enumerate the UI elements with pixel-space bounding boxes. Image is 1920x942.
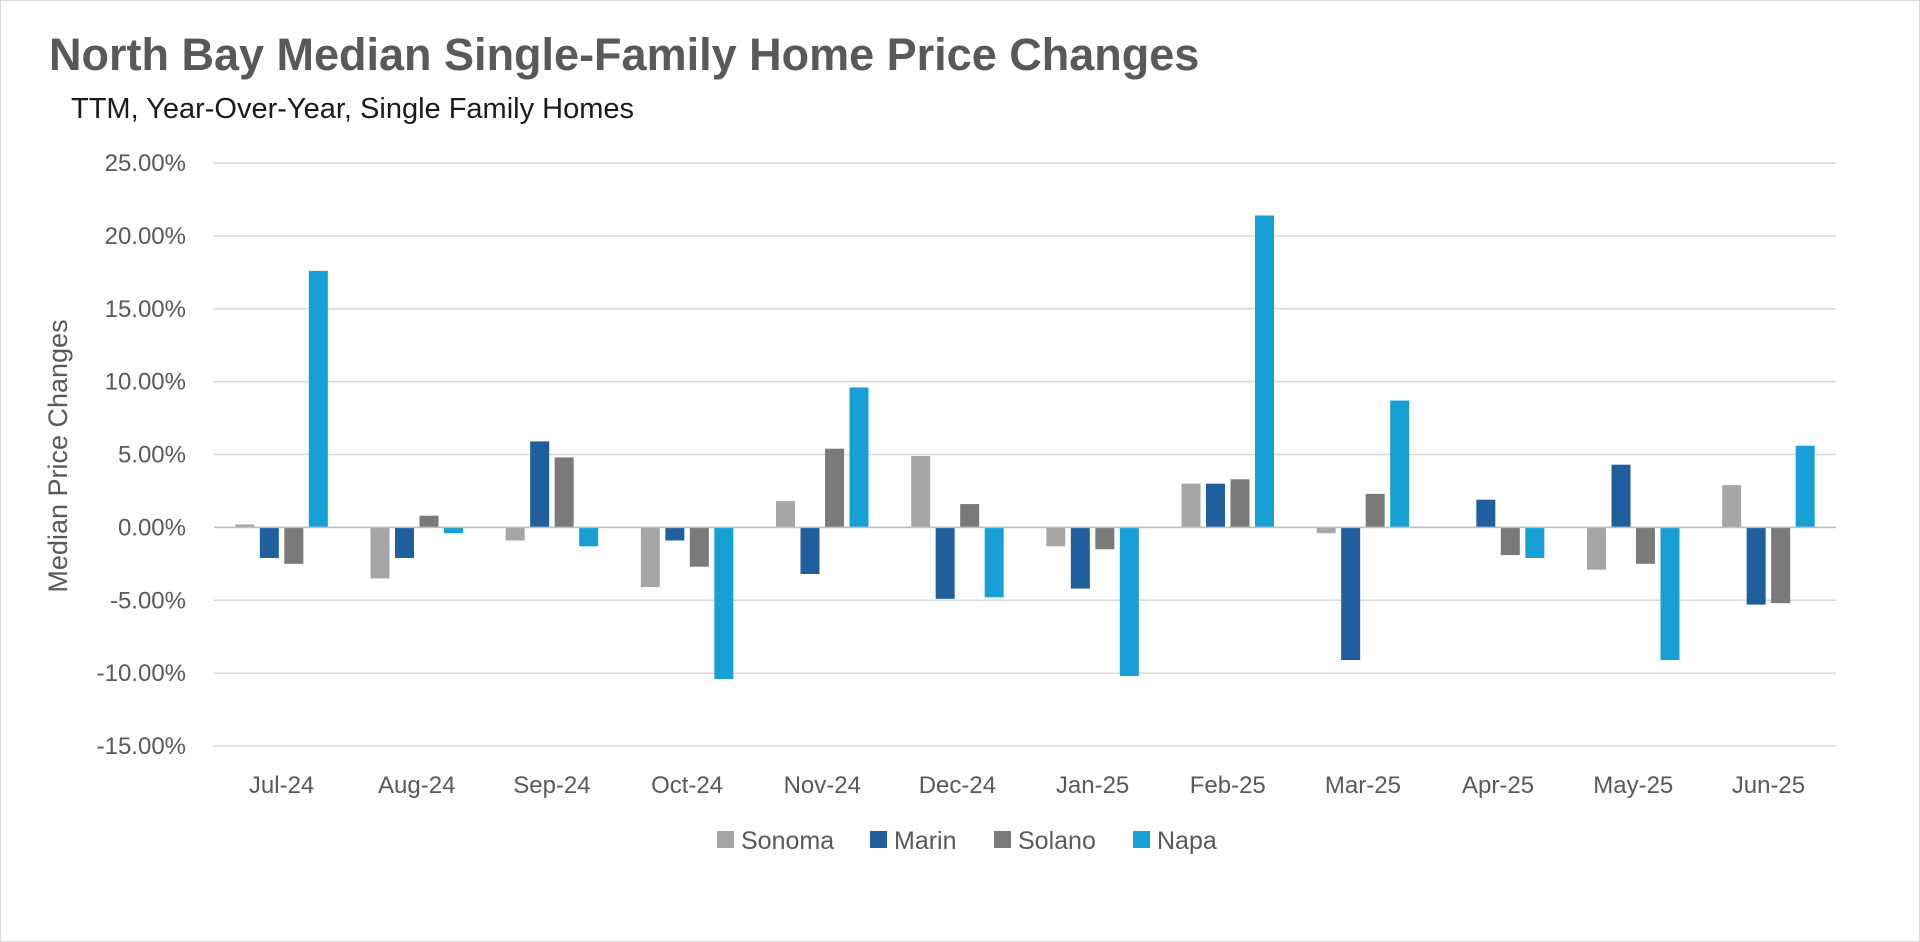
bar-napa-mar-25 [1390,400,1410,528]
y-tick-label: -5.00% [110,587,186,614]
y-tick-label: 25.00% [105,150,186,177]
legend-swatch-napa [1133,831,1150,848]
legend-label-solano: Solano [1018,827,1096,855]
legend-label-sonoma: Sonoma [741,827,834,855]
legend-swatch-sonoma [717,831,734,848]
y-tick-label: 20.00% [105,223,186,250]
y-tick-label: 0.00% [118,514,186,541]
bar-solano-aug-24 [419,515,439,528]
bar-marin-jan-25 [1070,527,1090,589]
bar-marin-nov-24 [800,527,820,575]
y-tick-label: 15.00% [105,296,186,323]
x-tick-label: Jul-24 [249,772,314,799]
bar-marin-oct-24 [665,527,685,541]
y-tick-label: -15.00% [97,733,186,760]
bar-sonoma-jan-25 [1046,527,1066,547]
x-axis-tick-labels: Jul-24 Aug-24 Sep-24 Oct-24 Nov-24 Dec-24 Jan-… [249,772,1805,799]
bar-marin-jul-24 [259,527,279,558]
bar-sonoma-may-25 [1587,527,1606,570]
bar-napa-dec-24 [984,527,1004,598]
bar-sonoma-jul-24 [235,524,255,528]
bar-solano-sep-24 [554,457,574,528]
y-tick-label: 5.00% [118,442,186,469]
bar-sonoma-mar-25 [1316,527,1336,534]
y-axis-title: Median Price Changes [43,319,73,592]
bar-marin-feb-25 [1206,483,1225,528]
x-tick-label: Aug-24 [378,772,455,799]
bar-solano-jan-25 [1095,527,1115,550]
x-tick-label: Jun-25 [1732,772,1805,799]
bar-solano-dec-24 [960,504,980,528]
legend-item-napa: Napa [1133,827,1217,855]
bar-marin-apr-25 [1476,499,1496,528]
chart-title: North Bay Median Single-Family Home Pric… [49,29,1200,80]
bar-sonoma-dec-24 [911,455,931,528]
bar-napa-jul-24 [308,270,328,528]
x-tick-label: Sep-24 [513,772,590,799]
chart-subtitle: TTM, Year-Over-Year, Single Family Homes [71,93,635,125]
legend-item-marin: Marin [870,827,957,855]
x-tick-label: Nov-24 [784,772,861,799]
bar-napa-apr-25 [1525,527,1545,558]
bar-marin-mar-25 [1341,527,1361,661]
x-tick-label: May-25 [1593,772,1673,799]
bar-solano-may-25 [1636,527,1655,564]
bar-napa-may-25 [1660,527,1680,661]
bar-series [235,215,1815,679]
x-tick-label: Mar-25 [1325,772,1401,799]
legend-swatch-marin [870,831,887,848]
bar-solano-jul-24 [284,527,304,564]
legend-item-solano: Solano [994,827,1096,855]
bar-solano-jun-25 [1771,527,1791,604]
bar-marin-sep-24 [530,441,550,528]
bar-solano-apr-25 [1500,527,1520,556]
bar-sonoma-aug-24 [370,527,390,579]
x-tick-label: Oct-24 [651,772,723,799]
bar-solano-mar-25 [1365,493,1385,528]
bar-marin-dec-24 [935,527,955,599]
bar-napa-nov-24 [849,387,869,528]
bar-napa-jun-25 [1795,445,1815,528]
bar-sonoma-sep-24 [505,527,525,541]
bar-napa-aug-24 [444,527,463,534]
x-tick-label: Dec-24 [919,772,996,799]
bar-marin-aug-24 [395,527,414,558]
bar-napa-sep-24 [579,527,599,547]
bar-napa-jan-25 [1119,527,1139,677]
bar-sonoma-oct-24 [640,527,660,588]
x-tick-label: Jan-25 [1056,772,1129,799]
y-axis-tick-labels: 25.00% 20.00% 15.00% 10.00% 5.00% 0.00% -5.00%… [97,150,186,760]
bar-napa-oct-24 [714,527,734,679]
bar-solano-feb-25 [1230,479,1250,528]
bar-marin-jun-25 [1746,527,1766,605]
bar-sonoma-feb-25 [1181,483,1201,528]
legend-label-marin: Marin [894,827,957,855]
legend-label-napa: Napa [1157,827,1217,855]
y-tick-label: -10.00% [97,660,186,687]
x-tick-label: Apr-25 [1462,772,1534,799]
bar-sonoma-jun-25 [1722,485,1742,528]
gridlines [214,162,1836,747]
bar-marin-may-25 [1611,464,1631,528]
legend: Sonoma Marin Solano Napa [717,827,1217,855]
bar-solano-nov-24 [825,448,844,528]
x-tick-label: Feb-25 [1190,772,1266,799]
bar-sonoma-nov-24 [776,501,795,528]
bar-solano-oct-24 [689,527,709,567]
legend-item-sonoma: Sonoma [717,827,834,855]
legend-swatch-solano [994,831,1011,848]
y-tick-label: 10.00% [105,369,186,396]
bar-napa-feb-25 [1255,215,1274,528]
